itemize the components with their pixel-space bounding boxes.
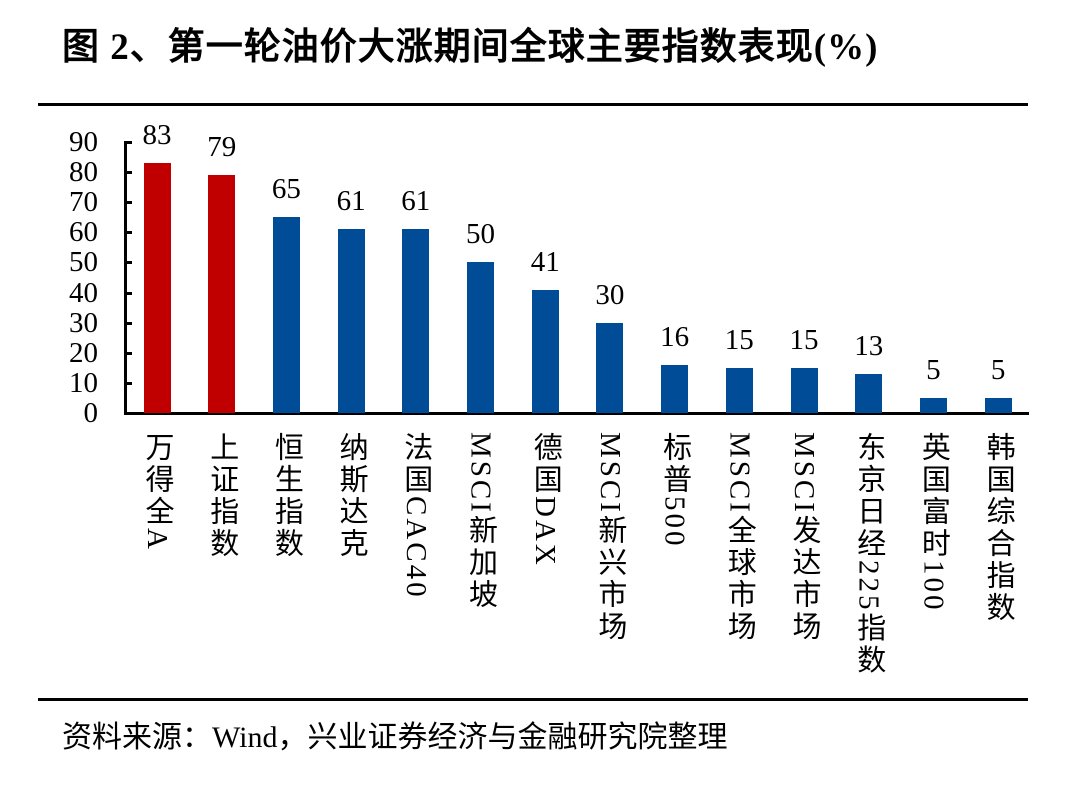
y-tick-label: 70 <box>69 186 98 219</box>
x-category-label: MSCI新兴市场 <box>593 432 626 643</box>
data-label: 30 <box>595 278 625 311</box>
y-tick-mark <box>124 261 132 265</box>
bar <box>143 163 171 413</box>
bar <box>208 175 236 413</box>
y-tick-label: 10 <box>69 366 98 399</box>
y-tick-label: 40 <box>69 276 98 309</box>
y-tick-mark <box>124 381 132 385</box>
data-label: 79 <box>207 131 237 164</box>
data-label: 15 <box>789 323 819 356</box>
bar <box>596 322 624 413</box>
data-label: 83 <box>142 119 172 152</box>
data-label: 15 <box>724 323 754 356</box>
x-category-label: 法国CAC40 <box>399 432 432 600</box>
y-tick-label: 30 <box>69 306 98 339</box>
x-category-label: 纳斯达克 <box>335 432 368 560</box>
data-label: 50 <box>466 218 495 251</box>
bar <box>402 229 430 413</box>
x-category-label: MSCI发达市场 <box>788 432 820 643</box>
bar <box>725 367 753 413</box>
bottom-rule <box>38 698 1028 701</box>
bar <box>661 364 689 413</box>
source-note: 资料来源：Wind，兴业证券经济与金融研究院整理 <box>62 721 728 754</box>
y-tick-mark <box>124 231 132 235</box>
y-tick-mark <box>124 141 132 144</box>
data-label: 5 <box>990 353 1006 386</box>
figure-title: 图 2、第一轮油价大涨期间全球主要指数表现(%) <box>62 27 879 68</box>
bar <box>467 262 494 413</box>
x-category-label: 韩国综合指数 <box>982 432 1015 624</box>
y-tick-mark <box>124 171 132 175</box>
bar <box>855 373 883 413</box>
data-label: 13 <box>854 329 884 362</box>
x-category-label: 万得全A <box>141 432 173 552</box>
y-tick-label: 20 <box>69 336 98 369</box>
data-label: 61 <box>336 185 366 218</box>
bar <box>531 289 559 413</box>
y-tick-mark <box>124 291 132 295</box>
x-category-label: 恒生指数 <box>270 432 303 560</box>
bar-chart: 0 10 20 30 40 50 60 70 80 90 83 万得全A 79 上证指数 65 恒生指数 61… <box>69 119 1029 677</box>
y-tick-label: 0 <box>83 397 99 429</box>
bar <box>272 217 300 413</box>
x-axis <box>124 412 1029 415</box>
x-category-label: 东京日经225指数 <box>852 432 885 677</box>
x-category-label: 英国富时100 <box>917 432 950 613</box>
data-label: 65 <box>271 173 301 206</box>
y-axis <box>124 142 127 415</box>
x-category-label: 标普500 <box>658 432 691 549</box>
bar <box>337 229 365 413</box>
bar <box>919 397 947 413</box>
bar <box>984 397 1012 413</box>
y-tick-label: 50 <box>69 246 98 279</box>
data-label: 41 <box>530 245 560 278</box>
y-tick-mark <box>124 351 132 355</box>
x-category-label: 上证指数 <box>205 432 238 560</box>
y-tick-label: 90 <box>69 126 98 158</box>
x-category-label: MSCI新加坡 <box>464 432 497 611</box>
bar <box>790 367 818 413</box>
y-tick-mark <box>124 321 132 325</box>
data-label: 5 <box>926 353 941 386</box>
y-tick-mark <box>124 201 132 205</box>
data-label: 61 <box>401 185 431 218</box>
top-rule <box>38 103 1028 106</box>
y-tick-label: 80 <box>69 156 98 189</box>
x-category-label: 德国DAX <box>529 432 562 568</box>
data-label: 16 <box>660 320 690 353</box>
y-tick-label: 60 <box>69 216 98 249</box>
x-category-label: MSCI全球市场 <box>723 432 756 643</box>
